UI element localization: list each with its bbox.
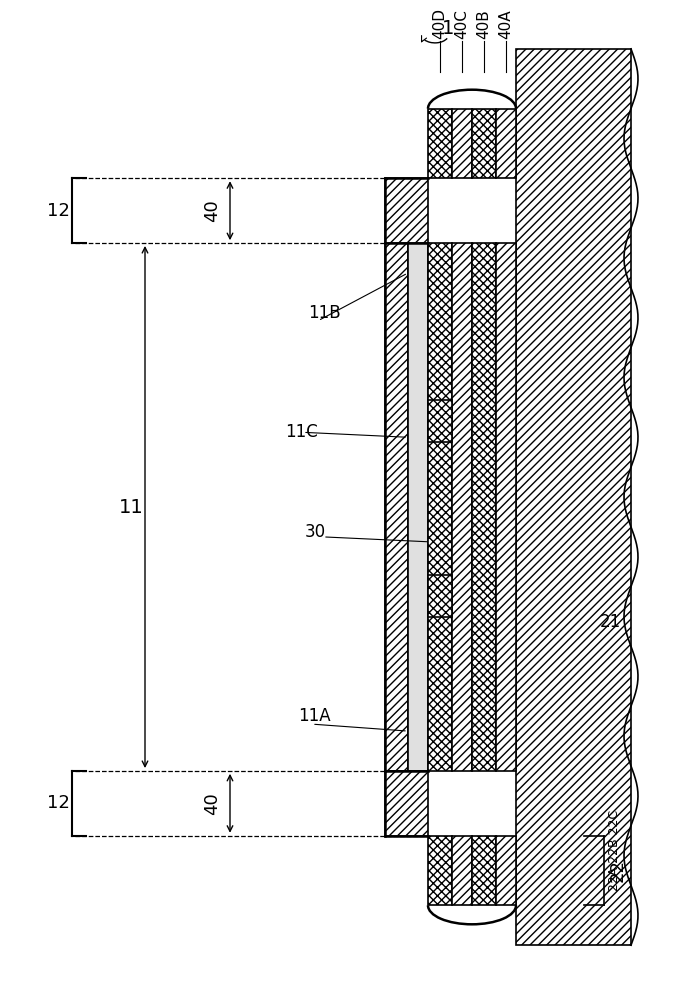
Text: 40D: 40D: [432, 8, 447, 39]
Bar: [385, 178, 428, 243]
Text: 11: 11: [119, 498, 143, 517]
Bar: [496, 243, 516, 771]
Text: 40B: 40B: [477, 9, 492, 39]
Bar: [428, 109, 452, 178]
Bar: [428, 243, 452, 771]
Text: 22A 22B 22C: 22A 22B 22C: [608, 810, 621, 891]
Text: 12: 12: [46, 794, 70, 812]
Bar: [428, 836, 452, 905]
Bar: [496, 109, 516, 178]
Bar: [472, 109, 496, 178]
Bar: [428, 575, 452, 617]
Bar: [452, 243, 472, 771]
Text: 40: 40: [203, 792, 221, 815]
Bar: [452, 109, 472, 178]
Text: 11B: 11B: [308, 304, 340, 322]
Bar: [496, 836, 516, 905]
Bar: [408, 243, 428, 771]
Bar: [428, 400, 452, 442]
Text: 11A: 11A: [298, 707, 331, 725]
Text: 40C: 40C: [454, 9, 469, 39]
Text: 30: 30: [305, 523, 326, 541]
Text: 21: 21: [600, 613, 621, 631]
Text: 1: 1: [442, 19, 454, 38]
Text: 40: 40: [203, 199, 221, 222]
Bar: [472, 243, 496, 771]
Text: 22: 22: [609, 859, 627, 882]
Text: 12: 12: [46, 202, 70, 220]
Text: 40A: 40A: [499, 9, 514, 39]
Bar: [472, 836, 496, 905]
Bar: [385, 771, 428, 836]
Bar: [452, 836, 472, 905]
Text: 11C: 11C: [285, 423, 318, 441]
Bar: [385, 243, 408, 771]
Bar: [516, 49, 631, 945]
